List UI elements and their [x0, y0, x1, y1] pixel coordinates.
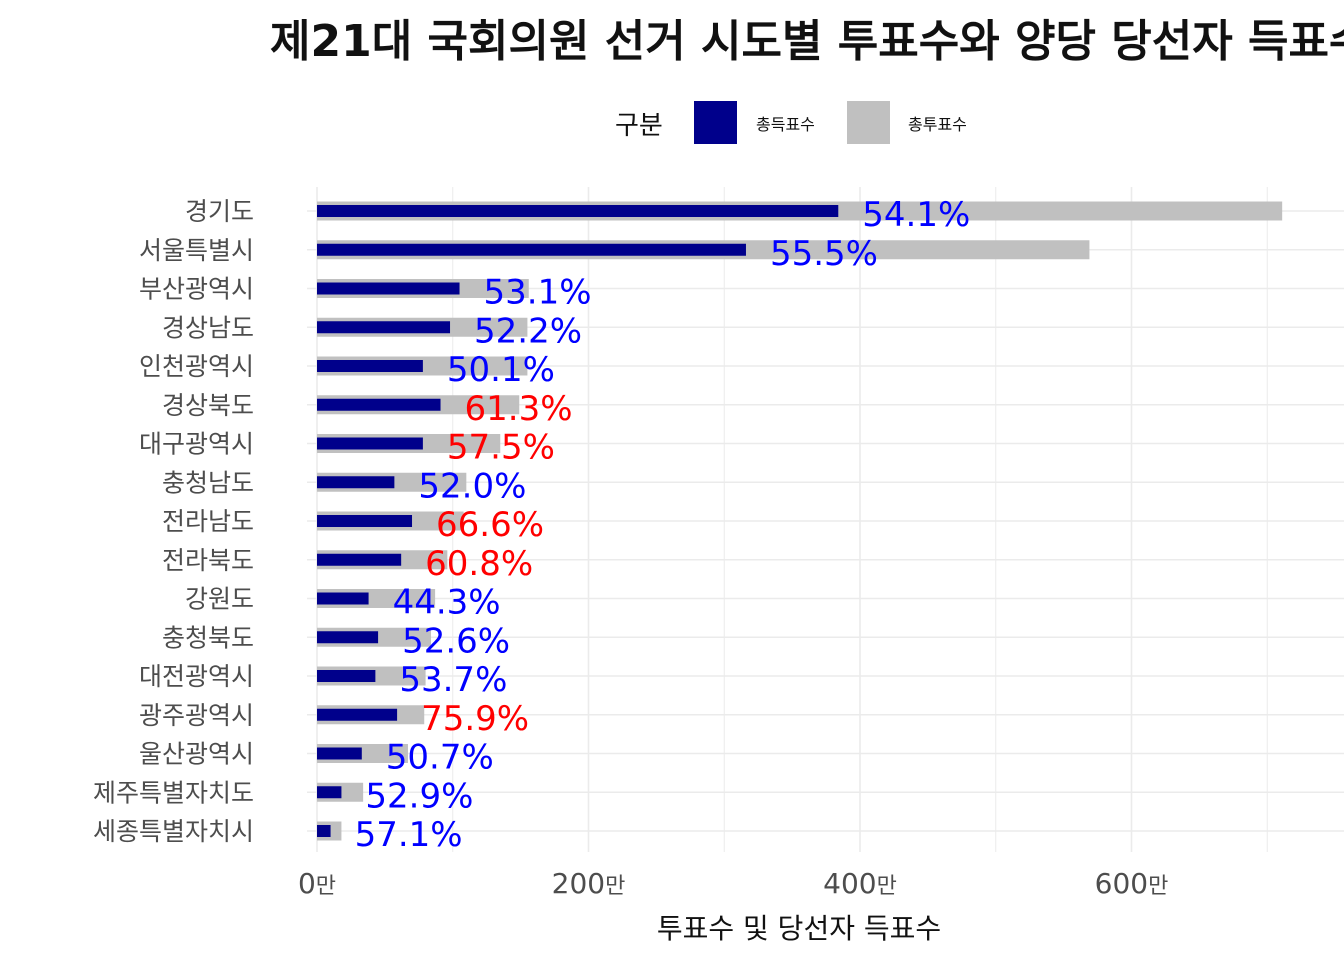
category-label: 충청북도 [162, 623, 254, 652]
category-label: 울산광역시 [139, 740, 254, 769]
legend-label-total-votes-won: 총득표수 [756, 115, 815, 134]
legend: 구분 총득표수 총투표수 [615, 101, 967, 144]
x-tick-labels: 0만 200만 400만 600만 [298, 867, 1168, 900]
bar-total-votes-won [317, 515, 413, 527]
percentage-label: 66.6% [436, 505, 544, 545]
category-label: 충청남도 [162, 468, 254, 497]
legend-title: 구분 [615, 111, 663, 141]
bar-total-votes-won [317, 708, 398, 721]
bar-total-votes-won [317, 553, 402, 566]
percentage-label: 53.7% [399, 660, 507, 700]
percentage-label: 75.9% [421, 699, 529, 739]
bar-total-votes-won [317, 476, 395, 489]
bar-total-votes-won [317, 670, 376, 682]
category-label: 전라북도 [162, 546, 254, 575]
bar-total-votes-won [317, 243, 746, 256]
bar-total-votes-won [317, 631, 379, 644]
category-label: 광주광역시 [139, 701, 254, 730]
bars [317, 201, 1283, 841]
percentage-label: 57.1% [355, 815, 463, 855]
category-label: 세종특별자치시 [93, 817, 254, 846]
percentage-label: 50.1% [447, 350, 555, 390]
category-label: 부산광역시 [139, 275, 254, 304]
percentage-label: 52.2% [474, 311, 582, 351]
category-labels: 경기도서울특별시부산광역시경상남도인천광역시경상북도대구광역시충청남도전라남도전… [93, 197, 254, 846]
x-tick-label: 200만 [552, 867, 626, 900]
bar-total-votes-won [317, 747, 362, 760]
category-label: 인천광역시 [139, 352, 254, 381]
percentage-label: 53.1% [484, 273, 592, 313]
percentage-label: 54.1% [862, 195, 970, 235]
legend-swatch-total-ballots [847, 101, 890, 144]
category-label: 전라남도 [162, 507, 254, 536]
bar-total-votes-won [317, 825, 331, 837]
bar-total-votes-won [317, 205, 839, 217]
percentage-label: 44.3% [393, 583, 501, 623]
percentage-label: 52.9% [365, 776, 473, 816]
percentage-label: 52.0% [418, 466, 526, 506]
legend-swatch-total-votes-won [694, 101, 737, 144]
bar-total-votes-won [317, 786, 342, 799]
category-label: 서울특별시 [139, 236, 254, 265]
category-label: 경상남도 [162, 313, 254, 342]
legend-label-total-ballots: 총투표수 [908, 115, 967, 134]
percentage-label: 57.5% [447, 428, 555, 468]
x-axis-title: 투표수 및 당선자 득표수 [657, 912, 941, 945]
x-tick-label: 400만 [823, 867, 897, 900]
category-label: 대전광역시 [139, 662, 254, 691]
x-tick-label: 0만 [298, 867, 336, 900]
percentage-label: 55.5% [770, 234, 878, 274]
x-tick-label: 600만 [1095, 867, 1169, 900]
percentage-label: 50.7% [386, 738, 494, 778]
percentage-label: 61.3% [465, 389, 573, 429]
percentage-label: 52.6% [402, 621, 510, 661]
category-label: 경상북도 [162, 391, 254, 420]
bar-total-votes-won [317, 360, 423, 372]
bar-total-votes-won [317, 321, 451, 334]
chart-title: 제21대 국회의원 선거 시도별 투표수와 양당 당선자 득표수 [270, 16, 1344, 67]
bar-total-votes-won [317, 282, 460, 295]
bar-total-votes-won [317, 437, 423, 450]
category-label: 강원도 [185, 585, 254, 614]
bar-total-votes-won [317, 592, 369, 605]
percentage-labels: 54.1%55.5% 53.1%52.2%50.1%61.3%57.5%52.0%… [355, 195, 971, 855]
bar-total-votes-won [317, 398, 441, 411]
category-label: 대구광역시 [139, 430, 254, 459]
category-label: 경기도 [185, 197, 254, 226]
percentage-label: 60.8% [425, 544, 533, 584]
category-label: 제주특별자치도 [93, 778, 254, 807]
